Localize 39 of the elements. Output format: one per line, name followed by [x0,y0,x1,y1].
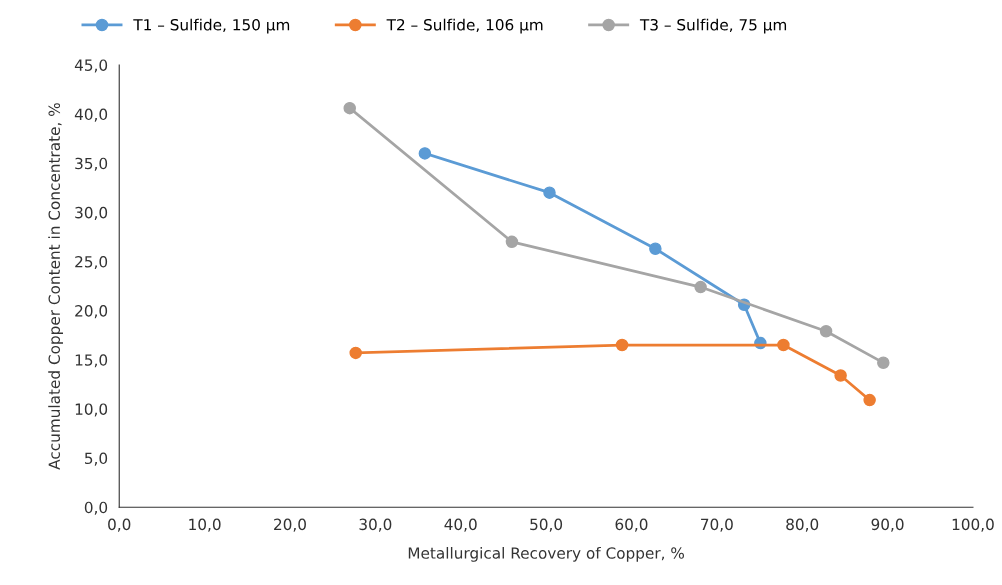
x-tick-label: 40,0 [444,518,477,532]
x-tick-label: 30,0 [359,518,392,532]
y-axis-title: Accumulated Copper Content in Concentrate, % [48,103,63,470]
x-tick-label: 10,0 [189,518,221,532]
y-tick-label: 15,0 [75,354,108,368]
point [649,242,662,255]
point [863,393,876,407]
point [349,346,362,360]
point [819,325,833,338]
point [418,147,432,160]
point [834,369,847,382]
point [505,235,519,249]
legend-label: T3 – Sulfide, 75 µm [639,18,787,34]
x-tick-label: 70,0 [701,518,733,532]
y-tick-label: 5,0 [85,452,108,466]
point [543,186,556,199]
y-tick-label: 30,0 [75,206,108,220]
x-tick-label: 20,0 [274,518,306,532]
point [877,356,890,369]
y-tick-label: 20,0 [75,305,108,319]
point [615,338,629,352]
point [343,101,356,115]
x-tick-label: 90,0 [871,518,904,532]
legend-label: T1 – Sulfide, 150 µm [133,18,290,34]
y-tick-label: 40,0 [74,108,108,122]
y-tick-label: 45,0 [74,59,108,73]
x-tick-label: 100,0 [952,518,994,532]
x-tick-label: 80,0 [786,518,819,532]
y-tick-label: 25,0 [75,255,108,270]
legend-label: T2 – Sulfide, 106 µm [386,18,543,34]
x-tick-label: 60,0 [615,518,648,532]
point [777,338,790,352]
point [694,280,707,294]
y-tick-label: 35,0 [75,157,108,171]
x-axis-title: Metallurgical Recovery of Copper, % [408,546,684,562]
x-tick-label: 0,0 [108,518,131,532]
y-tick-label: 0,0 [84,501,108,515]
y-tick-label: 10,0 [75,403,108,417]
x-tick-label: 50,0 [530,518,563,532]
